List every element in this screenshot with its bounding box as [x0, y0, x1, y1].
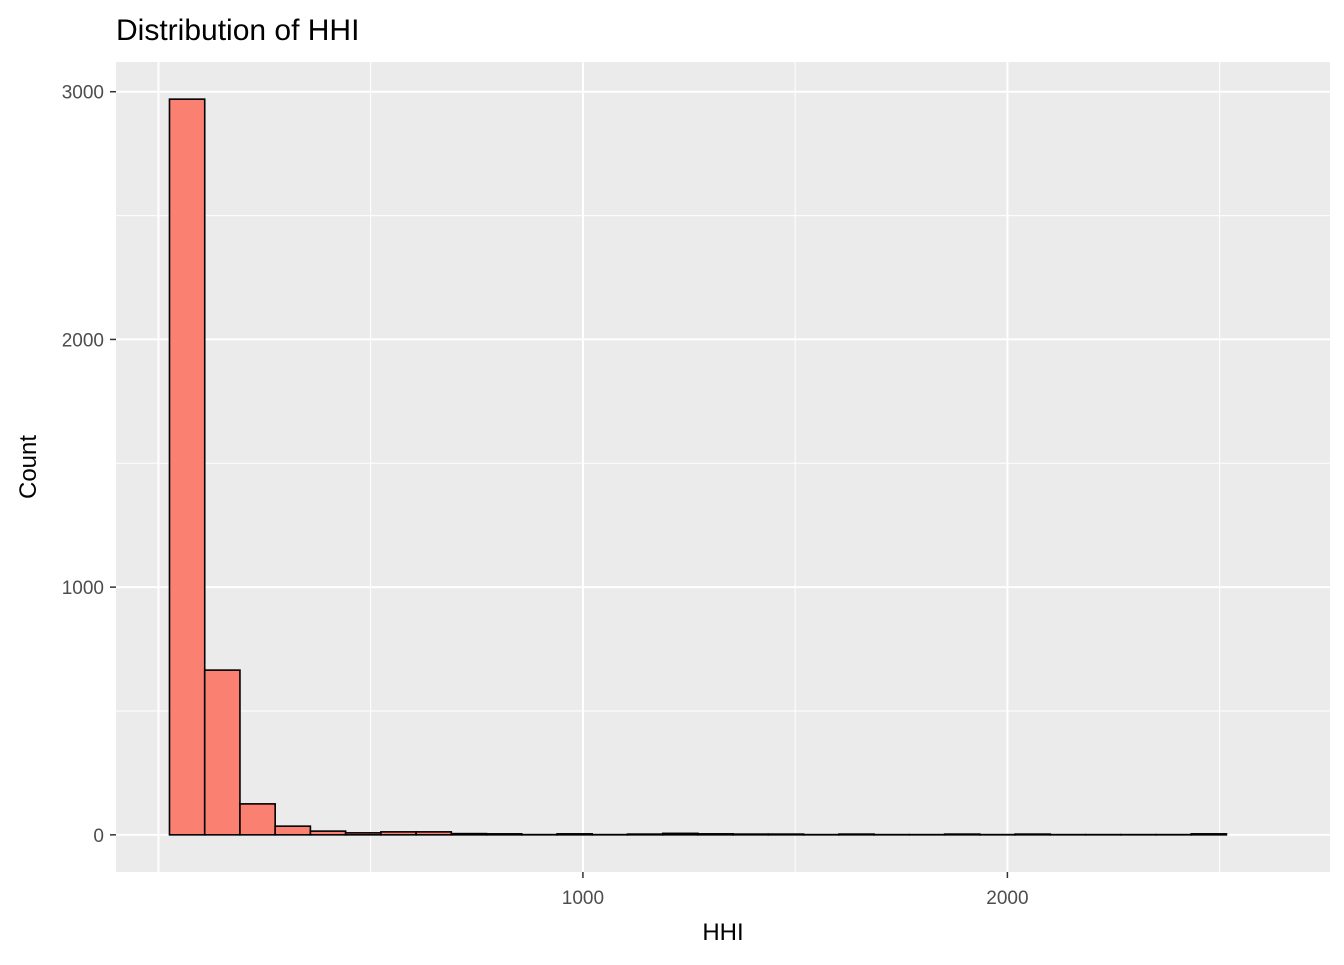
- histogram-bar: [416, 832, 451, 835]
- histogram-bar: [346, 833, 381, 835]
- histogram-bar: [627, 834, 662, 835]
- x-axis: 1000 2000: [562, 872, 1029, 909]
- y-tick-label: 0: [93, 826, 104, 847]
- histogram-bar: [275, 826, 310, 835]
- histogram-bar: [1191, 834, 1226, 835]
- y-axis-title: Count: [15, 435, 42, 499]
- histogram-bar: [240, 804, 275, 835]
- histogram-bar: [205, 670, 240, 835]
- x-tick-label: 2000: [986, 888, 1028, 909]
- histogram-bar: [557, 834, 592, 835]
- y-axis: 0 1000 2000 3000: [62, 83, 116, 847]
- y-tick-label: 1000: [62, 578, 104, 599]
- x-tick-label: 1000: [562, 888, 604, 909]
- x-axis-title: HHI: [702, 919, 743, 946]
- histogram-bar: [839, 834, 874, 835]
- histogram-bar: [310, 831, 345, 835]
- y-tick-label: 3000: [62, 83, 104, 104]
- histogram-bar: [698, 834, 733, 835]
- histogram-bar: [768, 834, 803, 835]
- histogram-bar: [1015, 834, 1050, 835]
- histogram-bar: [381, 832, 416, 835]
- y-tick-label: 2000: [62, 330, 104, 351]
- histogram-bar: [487, 834, 522, 835]
- chart-title: Distribution of HHI: [116, 14, 359, 47]
- histogram-bar: [945, 834, 980, 835]
- histogram-bar: [451, 834, 486, 835]
- plot-panel: [116, 62, 1330, 872]
- histogram-bar: [733, 834, 768, 835]
- histogram-bar: [663, 833, 698, 834]
- histogram-bar: [169, 99, 204, 835]
